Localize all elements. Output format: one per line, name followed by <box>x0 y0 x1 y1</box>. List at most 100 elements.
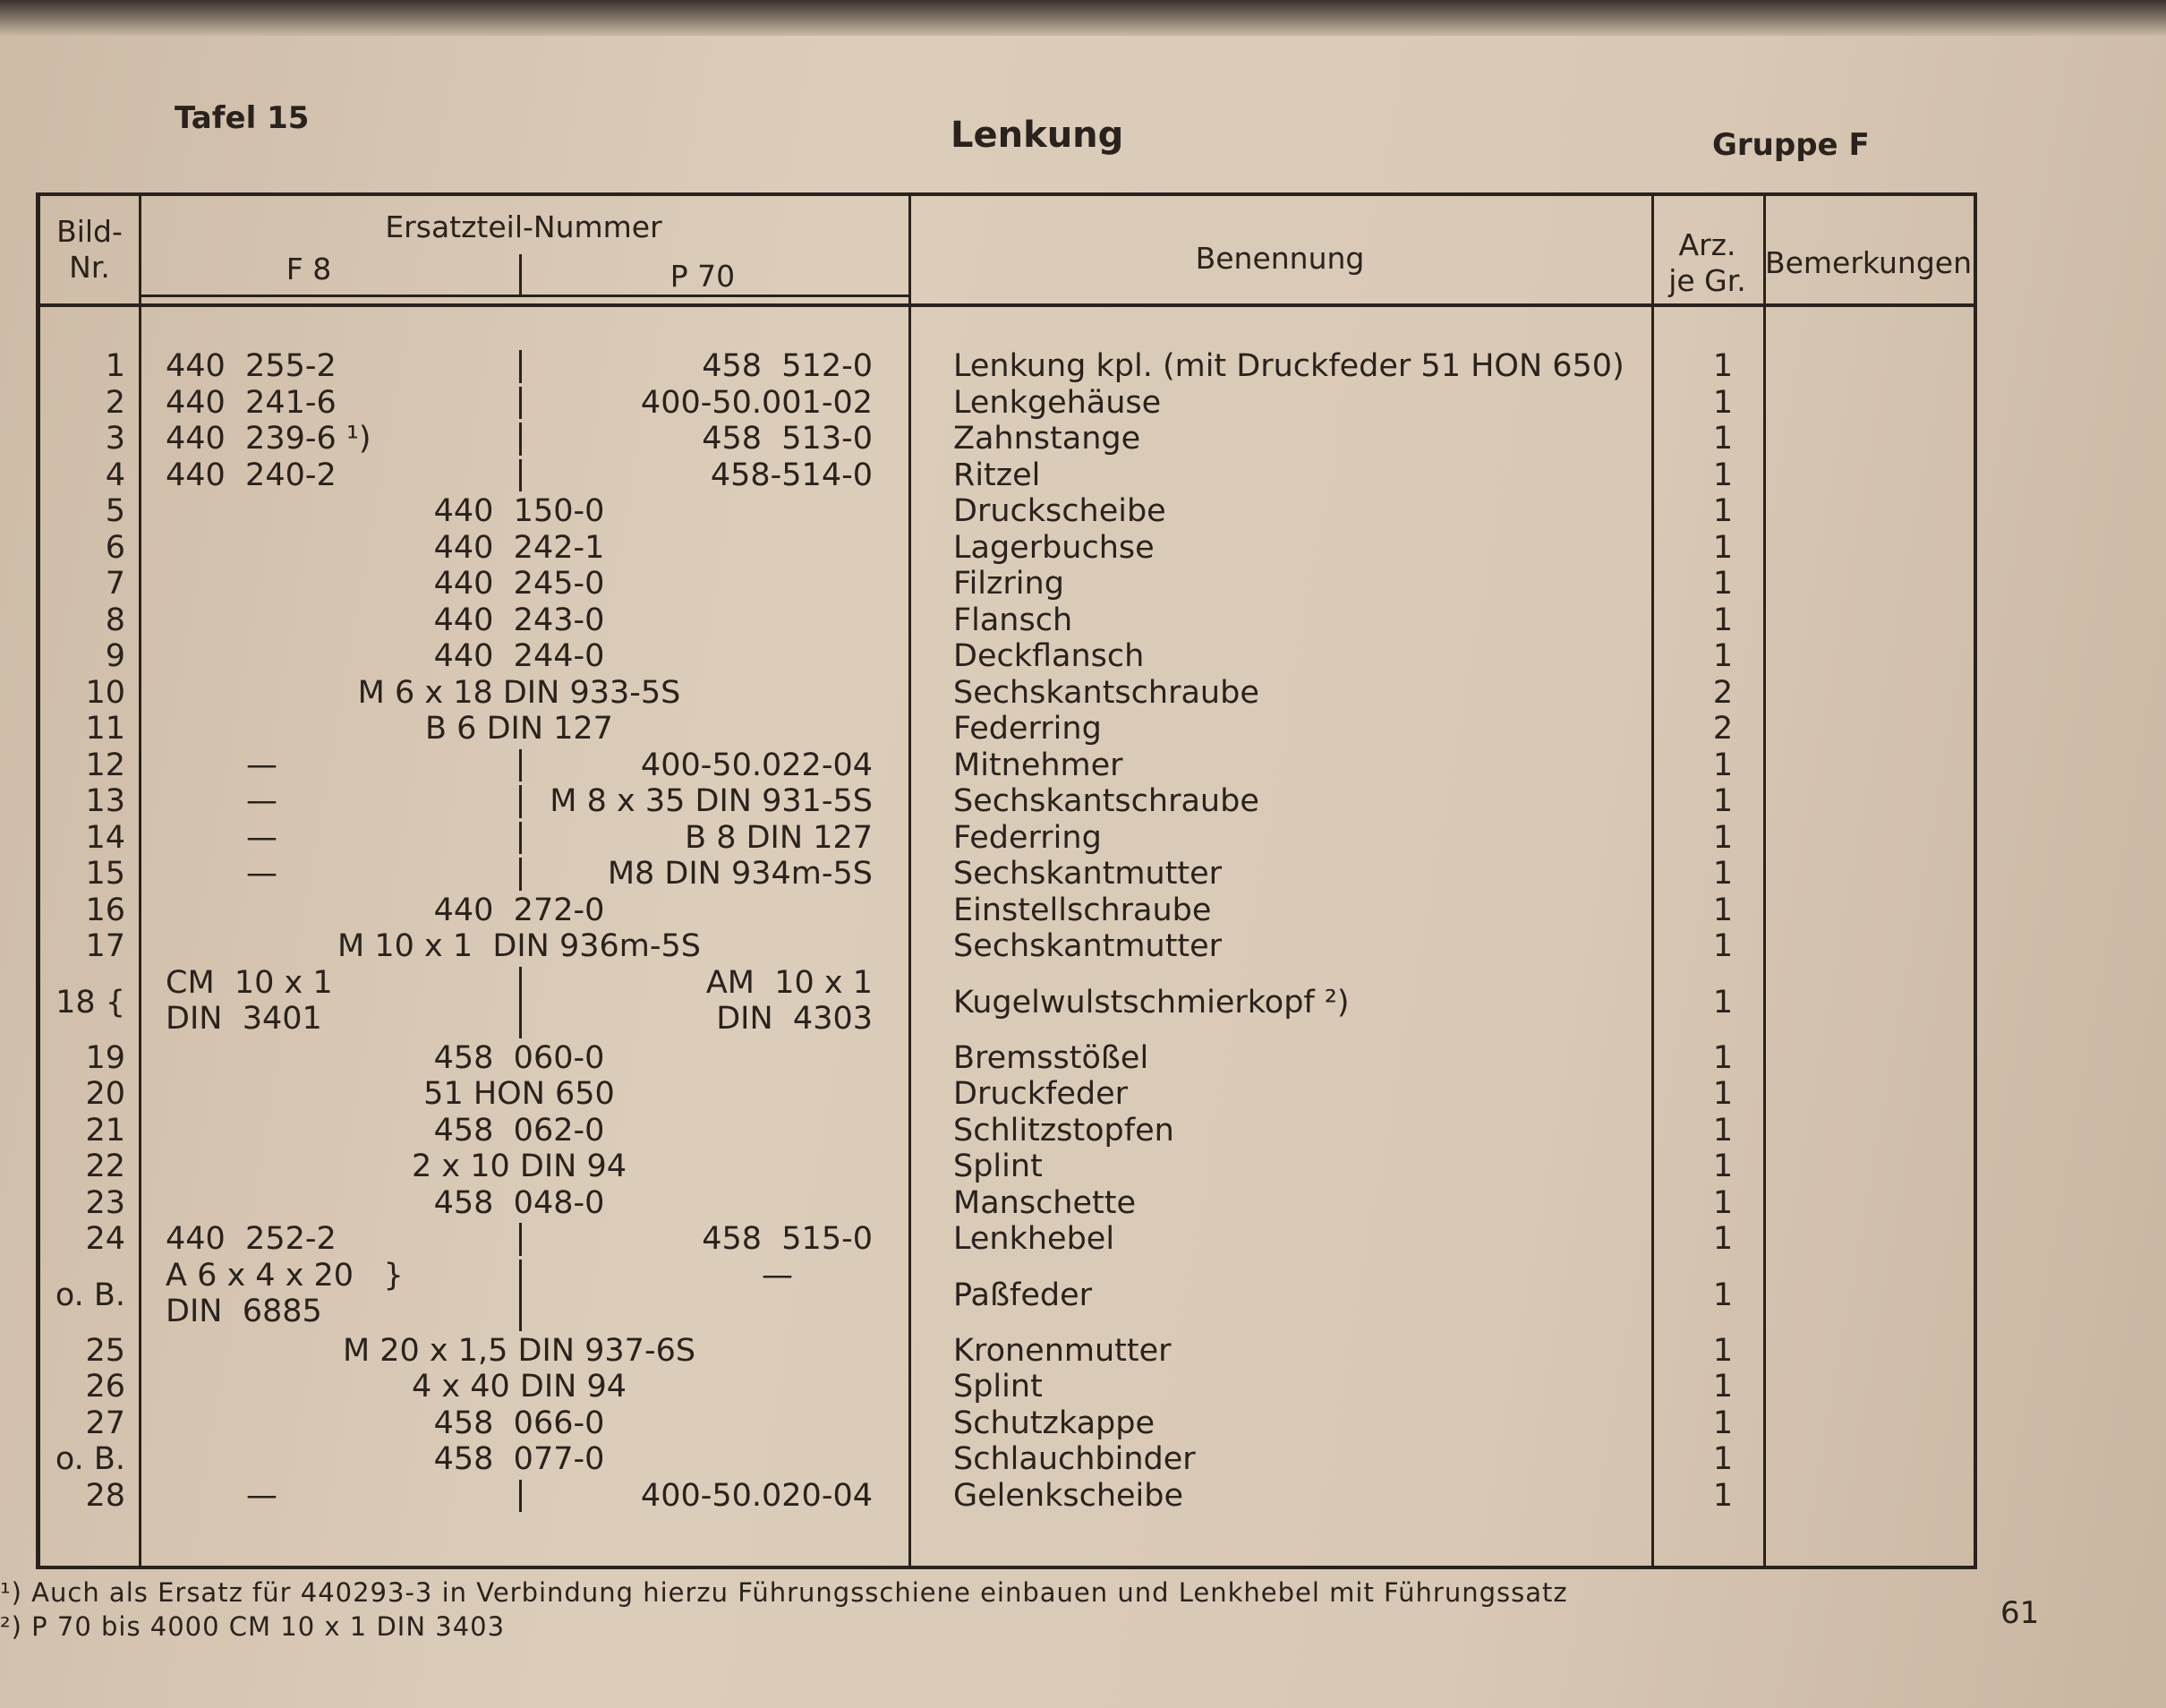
part-name: Druckfeder <box>953 1076 1129 1112</box>
part-quantity: 1 <box>1712 1369 1734 1405</box>
part-number-f8: A 6 x 4 x 20 } DIN 6885 <box>166 1257 404 1329</box>
table-row: 11 B 6 DIN 127 Federring 2 <box>40 711 1974 747</box>
part-number-p70: 458 512-0 <box>702 348 873 384</box>
part-number-index: 4 <box>105 457 125 493</box>
part-number-common: 440 244-0 <box>433 638 605 674</box>
part-name: Federring <box>953 819 1102 856</box>
part-number-index: 9 <box>105 638 125 674</box>
table-row: 3 440 239-6 ¹) 458 513-0 Zahnstange 1 <box>40 421 1974 457</box>
part-number-index: 16 <box>85 892 125 928</box>
part-number-common: M 10 x 1 DIN 936m-5S <box>337 928 701 964</box>
part-number-f8: 440 239-6 ¹) <box>166 421 371 457</box>
part-quantity: 1 <box>1712 856 1734 892</box>
part-name: Kronenmutter <box>953 1332 1172 1369</box>
part-quantity: 1 <box>1712 819 1734 856</box>
part-number-common: 2 x 10 DIN 94 <box>411 1149 627 1184</box>
part-name: Lenkung kpl. (mit Druckfeder 51 HON 650) <box>953 348 1624 384</box>
part-number-common: 458 062-0 <box>433 1112 605 1149</box>
table-row: 18 {CM 10 x 1 DIN 3401 AM 10 x 1 DIN 4303… <box>40 965 1974 1040</box>
table-row: 6 440 242-1 Lagerbuchse 1 <box>40 530 1974 567</box>
table-row: 26 4 x 40 DIN 94 Splint 1 <box>40 1369 1974 1405</box>
part-quantity: 2 <box>1712 711 1734 747</box>
part-name: Filzring <box>953 566 1064 602</box>
part-name: Lenkgehäuse <box>953 384 1162 421</box>
table-row: o. B. 458 077-0 Schlauchbinder 1 <box>40 1441 1974 1478</box>
table-row: 9 440 244-0 Deckflansch 1 <box>40 638 1974 675</box>
part-number-common: 51 HON 650 <box>423 1076 615 1112</box>
parts-table: Bild- Nr. Ersatzteil-Nummer F 8 P 70 Ben… <box>36 192 1977 1569</box>
part-quantity: 1 <box>1712 602 1734 638</box>
table-row: 7 440 245-0 Filzring 1 <box>40 566 1974 602</box>
table-row: 23 458 048-0 Manschette 1 <box>40 1185 1974 1222</box>
table-row: 24 440 252-2 458 515-0 Lenkhebel 1 <box>40 1221 1974 1258</box>
divider <box>908 196 911 1566</box>
part-number-index: 10 <box>85 674 125 711</box>
part-number-p70: 458-514-0 <box>710 457 873 493</box>
table-row: 25 M 20 x 1,5 DIN 937-6S Kronenmutter 1 <box>40 1333 1974 1370</box>
part-quantity: 1 <box>1712 892 1734 928</box>
part-number-f8: 440 240-2 <box>166 457 337 493</box>
divider <box>519 254 522 295</box>
part-number-common: 440 243-0 <box>433 602 605 638</box>
table-row: 28 400-50.020-04 — Gelenkscheibe 1 <box>40 1478 1974 1515</box>
part-number-f8-none: — <box>246 856 277 892</box>
column-separator <box>519 1479 522 1512</box>
table-row: 5 440 150-0 Druckscheibe 1 <box>40 493 1974 530</box>
part-number-f8: 440 241-6 <box>166 384 337 421</box>
part-number-common: 458 077-0 <box>433 1441 605 1477</box>
part-number-index: o. B. <box>55 1277 125 1313</box>
part-quantity: 2 <box>1712 674 1734 711</box>
part-name: Schlauchbinder <box>953 1441 1196 1477</box>
part-number-index: 5 <box>105 493 125 529</box>
part-number-index: 28 <box>85 1477 125 1514</box>
part-name: Sechskantmutter <box>953 928 1223 964</box>
part-quantity: 1 <box>1712 1112 1734 1149</box>
part-number-p70: 400-50.022-04 <box>640 747 873 783</box>
table-row: 10 M 6 x 18 DIN 933-5S Sechskantschraube 2 <box>40 675 1974 712</box>
table-row: 19 458 060-0 Bremsstößel 1 <box>40 1040 1974 1077</box>
part-name: Sechskantschraube <box>953 674 1259 711</box>
part-quantity: 1 <box>1712 1441 1734 1477</box>
column-separator <box>519 785 522 818</box>
column-separator <box>519 821 522 854</box>
part-number-f8-none: — <box>246 819 277 856</box>
part-quantity: 1 <box>1712 928 1734 964</box>
part-name: Sechskantschraube <box>953 783 1259 819</box>
part-name: Kugelwulstschmierkopf ²) <box>953 984 1350 1021</box>
part-number-index: 17 <box>85 928 125 964</box>
col-p70: P 70 <box>669 259 736 294</box>
footnote-1: ¹) Auch als Ersatz für 440293-3 in Verbi… <box>0 1577 1568 1608</box>
part-number-index: 7 <box>105 566 125 602</box>
part-name: Ritzel <box>953 457 1041 493</box>
part-number-index: 14 <box>85 819 125 856</box>
part-name: Flansch <box>953 602 1073 638</box>
part-name: Mitnehmer <box>953 747 1123 783</box>
part-number-index: 2 <box>105 384 125 421</box>
part-name: Lenkhebel <box>953 1221 1115 1257</box>
part-name: Federring <box>953 711 1102 747</box>
part-quantity: 1 <box>1712 1332 1734 1369</box>
part-quantity: 1 <box>1712 1039 1734 1076</box>
part-number-f8-none: — <box>246 783 277 819</box>
part-number-index: 6 <box>105 529 125 566</box>
part-quantity: 1 <box>1712 348 1734 384</box>
table-row: 13 M 8 x 35 DIN 931-5S — Sechskantschraube 1 <box>40 783 1974 820</box>
column-separator <box>519 966 522 1038</box>
part-number-p70: 458 515-0 <box>702 1221 873 1257</box>
table-row: 4 440 240-2 458-514-0 Ritzel 1 <box>40 457 1974 494</box>
part-number-index: o. B. <box>55 1441 125 1477</box>
part-number-f8: 440 252-2 <box>166 1221 337 1257</box>
header-rule <box>40 303 1974 307</box>
divider <box>1651 196 1654 1566</box>
table-row: 16 440 272-0 Einstellschraube 1 <box>40 892 1974 929</box>
col-bemerkungen: Bemerkungen <box>1764 245 1973 280</box>
part-name: Sechskantmutter <box>953 856 1223 892</box>
part-quantity: 1 <box>1712 493 1734 529</box>
part-name: Einstellschraube <box>953 892 1212 928</box>
part-number-common: 440 242-1 <box>433 529 605 566</box>
page-title: Lenkung <box>951 115 1124 156</box>
col-benennung: Benennung <box>1195 241 1365 276</box>
part-number-p70: 400-50.020-04 <box>640 1477 873 1514</box>
part-number-index: 23 <box>85 1184 125 1221</box>
plate-number: Tafel 15 <box>175 100 310 136</box>
